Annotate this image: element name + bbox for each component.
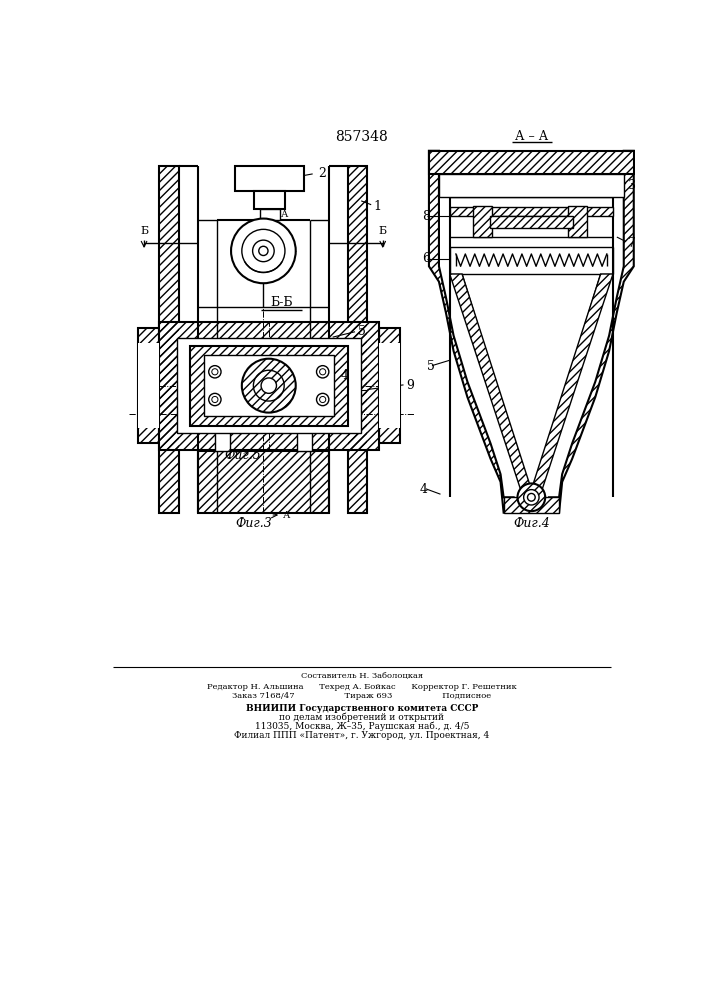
Text: Заказ 7168/47                   Тираж 693                   Подписное: Заказ 7168/47 Тираж 693 Подписное — [233, 692, 491, 700]
Text: А – А: А – А — [515, 130, 548, 143]
Polygon shape — [450, 274, 532, 499]
Text: 9: 9 — [406, 379, 414, 392]
Bar — [190, 346, 348, 426]
Bar — [450, 207, 613, 216]
Text: А: А — [281, 210, 288, 219]
Bar — [250, 376, 276, 401]
Circle shape — [212, 396, 218, 403]
Bar — [568, 206, 587, 237]
Text: Фиг.5: Фиг.5 — [224, 449, 261, 462]
Bar — [160, 322, 379, 450]
Text: 857348: 857348 — [336, 130, 388, 144]
Circle shape — [518, 483, 545, 511]
Circle shape — [242, 359, 296, 413]
Circle shape — [524, 490, 539, 505]
Circle shape — [261, 378, 276, 393]
Text: Филиал ППП «Патент», г. Ужгород, ул. Проектная, 4: Филиал ППП «Патент», г. Ужгород, ул. Про… — [234, 731, 489, 740]
Text: 3: 3 — [628, 179, 636, 192]
Bar — [254, 191, 285, 209]
Bar — [429, 151, 633, 174]
Polygon shape — [138, 328, 160, 443]
Bar — [250, 387, 276, 401]
Text: Фиг.4: Фиг.4 — [513, 517, 550, 530]
Text: 2: 2 — [318, 167, 326, 180]
Text: 113035, Москва, Ж–35, Раушская наб., д. 4/5: 113035, Москва, Ж–35, Раушская наб., д. … — [255, 722, 469, 731]
Bar — [204, 355, 334, 416]
Bar — [244, 376, 283, 389]
Text: по делам изобретений и открытий: по делам изобретений и открытий — [279, 712, 445, 722]
Bar — [177, 338, 361, 433]
Bar — [215, 389, 230, 451]
Circle shape — [231, 219, 296, 283]
Text: 4: 4 — [340, 369, 349, 382]
Bar — [490, 216, 573, 228]
Text: 8: 8 — [422, 210, 430, 223]
Circle shape — [252, 240, 274, 262]
Bar — [244, 376, 283, 389]
Bar — [138, 343, 160, 428]
Polygon shape — [503, 497, 559, 513]
Circle shape — [259, 246, 268, 256]
Circle shape — [320, 396, 326, 403]
Circle shape — [317, 366, 329, 378]
Circle shape — [527, 493, 535, 501]
Bar — [439, 174, 624, 197]
Bar — [235, 166, 304, 191]
Circle shape — [242, 229, 285, 272]
Text: Фиг.3: Фиг.3 — [235, 517, 272, 530]
Text: Б-Б: Б-Б — [270, 296, 293, 309]
Polygon shape — [379, 328, 400, 443]
Polygon shape — [549, 151, 633, 513]
Bar — [379, 343, 400, 428]
Circle shape — [212, 369, 218, 375]
Text: 5: 5 — [358, 325, 366, 338]
Text: 4: 4 — [420, 483, 428, 496]
Text: ВНИИПИ Государственного комитета СССР: ВНИИПИ Государственного комитета СССР — [246, 704, 478, 713]
Text: 6: 6 — [422, 252, 430, 265]
Text: Б: Б — [140, 226, 148, 235]
Circle shape — [209, 366, 221, 378]
Text: Б: Б — [379, 226, 387, 235]
Bar — [160, 322, 379, 450]
Bar — [568, 206, 587, 237]
Bar — [473, 206, 492, 237]
Bar — [473, 206, 492, 237]
Polygon shape — [348, 166, 368, 513]
Text: А: А — [283, 511, 290, 520]
Bar — [429, 151, 633, 174]
Bar — [244, 395, 283, 401]
Text: 5: 5 — [428, 360, 436, 373]
Circle shape — [209, 393, 221, 406]
Text: 1: 1 — [373, 200, 382, 213]
Bar — [490, 216, 573, 228]
Circle shape — [253, 370, 284, 401]
Circle shape — [320, 369, 326, 375]
Bar — [296, 389, 312, 451]
Polygon shape — [198, 451, 329, 513]
Bar — [190, 346, 348, 426]
Bar — [450, 207, 613, 216]
Text: Редактор Н. Альшина      Техред А. Бойкас      Корректор Г. Решетник: Редактор Н. Альшина Техред А. Бойкас Кор… — [207, 683, 517, 691]
Text: Составитель Н. Заболоцкая: Составитель Н. Заболоцкая — [301, 672, 423, 680]
Polygon shape — [429, 151, 514, 513]
Text: 7: 7 — [628, 237, 636, 250]
Circle shape — [317, 393, 329, 406]
Polygon shape — [532, 274, 613, 499]
Polygon shape — [160, 166, 179, 513]
Bar — [259, 209, 279, 220]
